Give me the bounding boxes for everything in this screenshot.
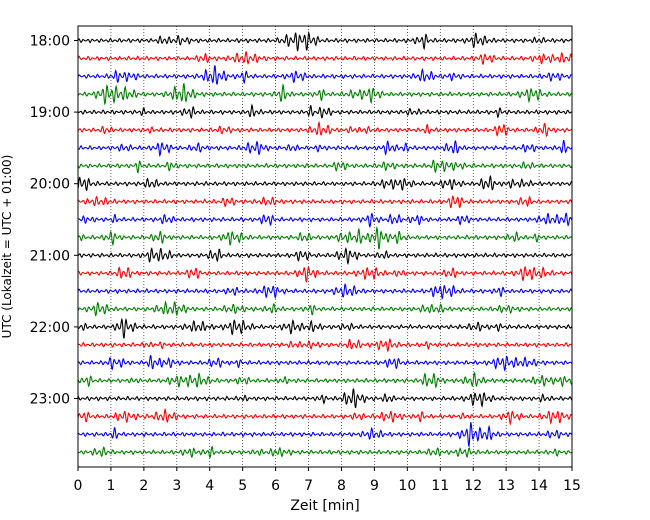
y-axis-ticks: 18:00 19:00 20:00 21:00 22:00 23:00: [30, 34, 78, 408]
trace-2145: [77, 300, 573, 317]
trace-2130: [77, 282, 573, 300]
x-tick-label: 11: [431, 478, 449, 494]
trace-1830: [77, 65, 573, 86]
y-tick-label: 19:00: [30, 105, 70, 121]
x-tick-label: 2: [139, 478, 148, 494]
trace-2345: [77, 445, 573, 459]
trace-1900: [77, 103, 573, 119]
x-tick-label: 15: [563, 478, 581, 494]
trace-1800: [77, 30, 573, 52]
trace-2200: [77, 317, 573, 339]
trace-1930: [77, 139, 573, 158]
x-tick-label: 0: [74, 478, 83, 494]
trace-2215: [77, 337, 573, 353]
y-axis-label: UTC (Lokalzeit = UTC + 01:00): [0, 155, 14, 339]
trace-2015: [77, 195, 573, 209]
y-tick-label: 21:00: [30, 248, 70, 264]
trace-1815: [77, 51, 573, 65]
axes-frame: [77, 25, 573, 468]
x-tick-label: 8: [337, 478, 346, 494]
trace-1915: [77, 120, 573, 138]
trace-2115: [77, 265, 573, 283]
x-axis-label: Zeit [min]: [290, 498, 359, 514]
x-tick-label: 9: [370, 478, 379, 494]
x-axis-ticks: 0 1 2 3 4 5 6 7 8 9 10 11 12 13 14 15: [74, 467, 581, 494]
y-tick-label: 20:00: [30, 177, 70, 193]
trace-2300: [77, 388, 573, 409]
trace-2030: [77, 212, 573, 228]
x-tick-label: 3: [172, 478, 181, 494]
trace-2315: [77, 407, 573, 426]
seismogram-traces: [77, 30, 573, 459]
trace-2330: [77, 422, 573, 448]
trace-2000: [77, 175, 573, 192]
trace-2100: [77, 247, 573, 266]
trace-1845: [77, 83, 573, 106]
x-tick-label: 12: [464, 478, 482, 494]
x-tick-label: 1: [106, 478, 115, 494]
x-tick-label: 4: [205, 478, 214, 494]
trace-2230: [77, 354, 573, 372]
trace-2245: [77, 371, 573, 389]
y-tick-label: 22:00: [30, 320, 70, 336]
y-tick-label: 18:00: [30, 34, 70, 50]
x-tick-label: 14: [530, 478, 548, 494]
y-tick-label: 23:00: [30, 392, 70, 408]
x-tick-label: 13: [497, 478, 515, 494]
trace-1945: [77, 159, 573, 174]
x-tick-label: 10: [398, 478, 416, 494]
trace-2045: [77, 226, 573, 250]
x-tick-label: 7: [304, 478, 313, 494]
x-tick-label: 5: [238, 478, 247, 494]
x-tick-label: 6: [271, 478, 280, 494]
